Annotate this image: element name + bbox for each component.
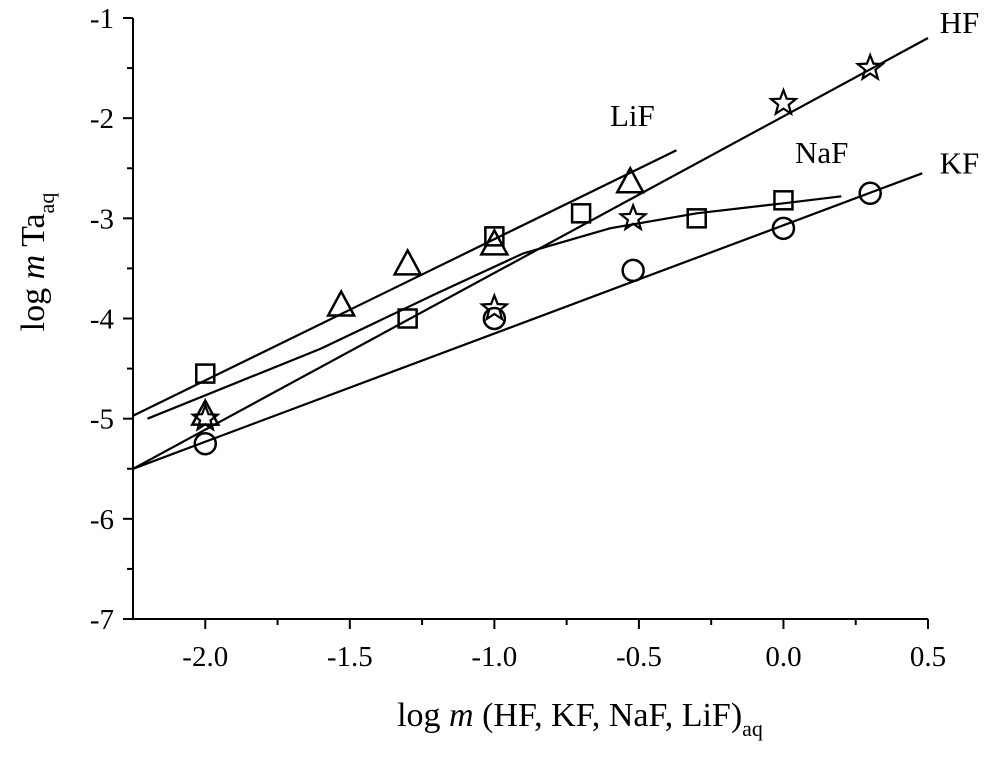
fit-lines <box>132 37 929 470</box>
naf-point <box>570 203 592 224</box>
y-tick-label: -4 <box>90 304 115 336</box>
lif-point <box>615 165 646 194</box>
x-tick-label: 0.5 <box>910 641 946 673</box>
hf-point <box>617 202 649 232</box>
axes: -2.0 -1.5 -1.0 -0.5 0.0 0.5 -7 -6 -5 -4 -3 -2 -1 <box>90 3 946 673</box>
lif-point <box>479 227 510 256</box>
series-labels: HF KF NaF LiF <box>610 5 979 180</box>
naf-label: NaF <box>795 135 848 170</box>
x-tick-label: -2.0 <box>182 641 228 673</box>
y-tick-label: -1 <box>90 3 114 35</box>
y-axis-title: log m Taaq <box>15 193 59 332</box>
lif-point <box>392 247 423 276</box>
x-tick-label: -1.5 <box>327 641 373 673</box>
kf-label: KF <box>940 145 980 180</box>
naf-fit-line <box>147 195 842 420</box>
naf-point <box>686 208 707 229</box>
y-tick-label: -5 <box>90 404 114 436</box>
y-tick-label: -6 <box>90 504 114 536</box>
kf-point <box>858 181 882 206</box>
lif-point <box>326 288 357 317</box>
hf-fit-line <box>132 37 929 470</box>
y-tick-label: -3 <box>90 203 114 235</box>
x-tick-label: -1.0 <box>471 641 517 673</box>
hf-point <box>768 87 799 117</box>
naf-point <box>773 190 794 211</box>
kf-point <box>193 431 218 456</box>
kf-point <box>771 216 796 241</box>
x-axis-title: log m (HF, KF, NaF, LiF)aq <box>397 697 763 741</box>
naf-point <box>484 226 505 247</box>
kf-point <box>621 258 645 283</box>
lif-fit-line <box>132 149 677 417</box>
data-markers <box>189 51 886 456</box>
naf-point <box>397 308 418 329</box>
hf-label: HF <box>940 5 980 40</box>
hf-point <box>854 51 886 82</box>
x-tick-label: 0.0 <box>765 641 801 673</box>
hf-point <box>479 292 510 322</box>
kf-fit-line <box>132 172 923 470</box>
lif-point <box>190 398 221 426</box>
naf-point <box>195 363 216 384</box>
x-tick-label: -0.5 <box>616 641 662 673</box>
y-tick-label: -2 <box>90 103 114 135</box>
y-tick-label: -7 <box>90 604 114 636</box>
kf-point <box>482 306 507 331</box>
lif-label: LiF <box>610 98 655 133</box>
